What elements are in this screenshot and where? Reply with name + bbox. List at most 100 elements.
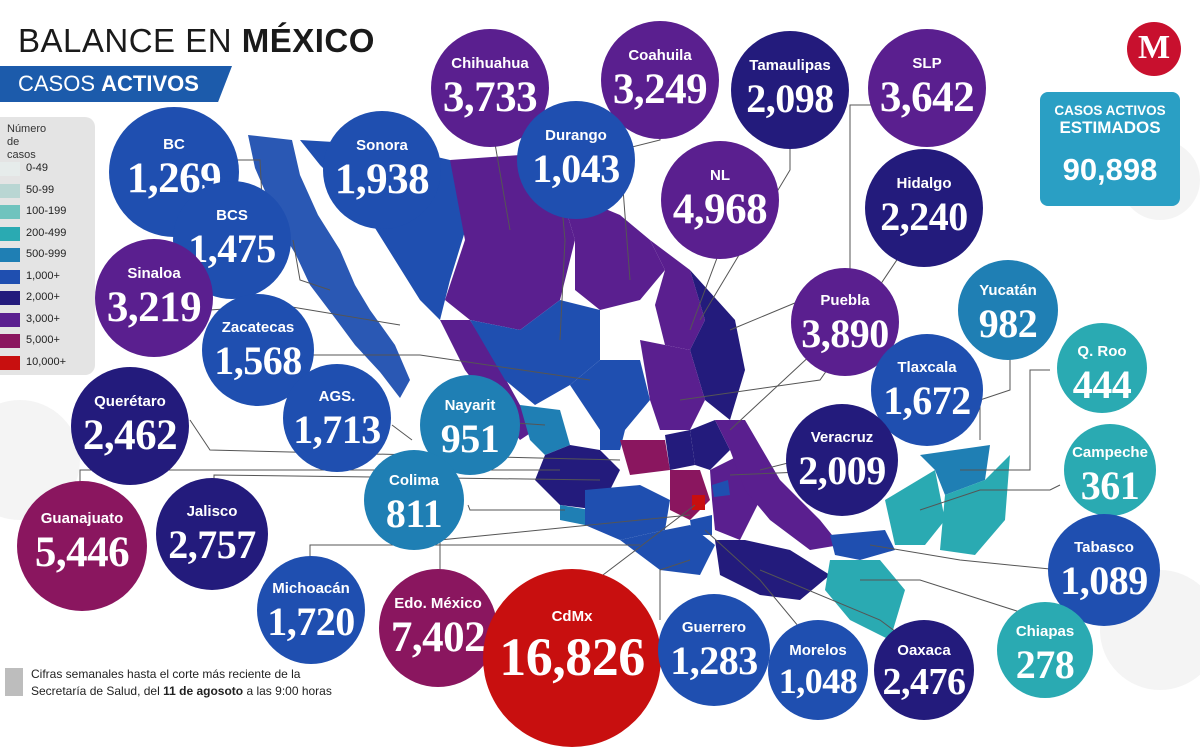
state-value: 811 <box>385 491 443 536</box>
state-name: SLP <box>912 54 942 72</box>
state-name: Yucatán <box>979 282 1037 299</box>
state-name: NL <box>710 166 730 184</box>
footnote-line2-bold: 11 de agosoto <box>163 684 244 698</box>
state-bubble-edomex: Edo. México 7,402 <box>379 569 497 687</box>
legend-item: 2,000+ <box>0 288 95 308</box>
legend-swatch <box>0 269 20 284</box>
state-bubble-veracruz: Veracruz 2,009 <box>786 404 898 516</box>
state-value: 1,720 <box>267 598 355 644</box>
legend-title: Número de casos <box>7 123 46 162</box>
state-name: Guerrero <box>681 618 747 636</box>
state-value: 2,462 <box>82 411 178 459</box>
state-name: Tamaulipas <box>749 56 831 74</box>
state-bubble-qroo: Q. Roo 444 <box>1057 323 1147 413</box>
title-regular: BALANCE EN <box>18 22 242 59</box>
state-value: 2,240 <box>880 193 968 239</box>
legend-item: 0-49 <box>0 159 95 179</box>
state-value: 7,402 <box>390 613 486 661</box>
state-value: 1,089 <box>1060 557 1148 603</box>
state-name: BCS <box>216 206 248 224</box>
state-bubble-oaxaca: Oaxaca 2,476 <box>874 620 974 720</box>
map-zacatecas <box>570 360 650 430</box>
state-name: Michoacán <box>272 579 350 597</box>
state-value: 3,249 <box>612 65 708 113</box>
state-name: Nayarit <box>444 397 496 414</box>
legend-swatch <box>0 162 20 176</box>
map-nayarit <box>520 405 570 455</box>
state-name: Puebla <box>820 291 870 309</box>
map-cdmx <box>692 495 705 510</box>
legend-item: 10,000+ <box>0 353 95 373</box>
estimated-title: CASOS ACTIVOS ESTIMADOS <box>1040 102 1180 136</box>
legend-label: 200-499 <box>26 226 67 239</box>
state-name: Sinaloa <box>127 264 181 282</box>
state-bubble-yucatan: Yucatán 982 <box>958 260 1058 360</box>
state-name: Veracruz <box>810 428 874 446</box>
state-value: 3,642 <box>879 73 975 121</box>
map-yucatan <box>920 445 990 495</box>
state-value: 5,446 <box>34 528 130 576</box>
state-value: 361 <box>1080 463 1140 509</box>
map-veracruz <box>715 420 840 550</box>
map-quintana-roo <box>940 455 1010 555</box>
footnote-line2-pre: Secretaría de Salud, del <box>31 684 164 698</box>
legend-item: 100-199 <box>0 202 95 222</box>
legend-label: 500-999 <box>26 248 67 260</box>
legend-item: 5,000+ <box>0 331 95 351</box>
state-bubble-tlaxcala: Tlaxcala 1,672 <box>871 334 983 446</box>
state-name: Durango <box>545 126 607 144</box>
map-nuevo-leon <box>650 240 705 350</box>
subtitle-banner: CASOS ACTIVOS <box>0 66 232 102</box>
legend-item: 200-499 <box>0 224 95 244</box>
state-bubble-coahuila: Coahuila 3,249 <box>601 21 719 139</box>
legend-title-line1: Número <box>7 123 47 135</box>
state-value: 1,283 <box>670 637 758 683</box>
state-value: 3,890 <box>801 310 889 356</box>
state-name: Guanajuato <box>40 509 124 527</box>
state-value: 2,757 <box>168 521 256 567</box>
state-name: Campeche <box>1072 444 1148 462</box>
map-tamaulipas <box>690 270 745 420</box>
state-bubble-morelos: Morelos 1,048 <box>768 620 868 720</box>
state-bubble-campeche: Campeche 361 <box>1064 424 1156 516</box>
map-guanajuato <box>620 440 670 475</box>
legend-label: 3,000+ <box>26 312 60 325</box>
legend: Número de casos 0-49 50-99 100-199 200-499 5… <box>0 117 95 375</box>
map-guerrero <box>620 525 715 575</box>
state-value: 3,219 <box>106 283 202 331</box>
state-value: 2,098 <box>746 75 834 121</box>
state-bubble-nl: NL 4,968 <box>661 141 779 259</box>
state-name: BC <box>163 135 185 153</box>
state-name: Colima <box>388 472 439 489</box>
legend-label: 100-199 <box>26 205 67 217</box>
map-baja-california <box>248 135 410 398</box>
estimated-title-line1: CASOS ACTIVOS <box>1054 103 1166 118</box>
state-bubble-jalisco: Jalisco 2,757 <box>156 478 268 590</box>
map-hidalgo <box>690 420 730 470</box>
state-bubble-sonora: Sonora 1,938 <box>323 111 441 229</box>
legend-title-line2: de <box>7 136 20 148</box>
legend-swatch <box>0 355 20 370</box>
state-name: Tabasco <box>1074 538 1134 556</box>
footnote-line1: Cifras semanales hasta el corte más reci… <box>31 667 301 681</box>
state-bubble-ags: AGS. 1,713 <box>283 364 391 472</box>
state-value: 4,968 <box>672 185 768 233</box>
legend-label: 0-49 <box>26 162 49 174</box>
footnote-marker <box>5 668 23 696</box>
state-value: 1,672 <box>883 377 971 423</box>
state-name: Chihuahua <box>451 54 529 72</box>
state-name: Edo. México <box>394 594 482 612</box>
state-bubble-hidalgo: Hidalgo 2,240 <box>865 149 983 267</box>
state-name: CdMx <box>551 608 593 626</box>
state-value: 951 <box>440 416 500 461</box>
map-slp <box>640 340 705 430</box>
estimated-value: 90,898 <box>1062 152 1158 187</box>
legend-swatch <box>0 226 20 241</box>
state-bubble-guanajuato: Guanajuato 5,446 <box>17 481 147 611</box>
state-value: 1,568 <box>214 337 302 383</box>
state-value: 16,826 <box>499 627 645 688</box>
legend-label: 50-99 <box>26 183 55 196</box>
subtitle-regular: CASOS <box>18 71 102 96</box>
state-bubble-cdmx: CdMx 16,826 <box>483 569 661 747</box>
footnote-line2: Secretaría de Salud, del 11 de agosoto a… <box>31 683 351 700</box>
